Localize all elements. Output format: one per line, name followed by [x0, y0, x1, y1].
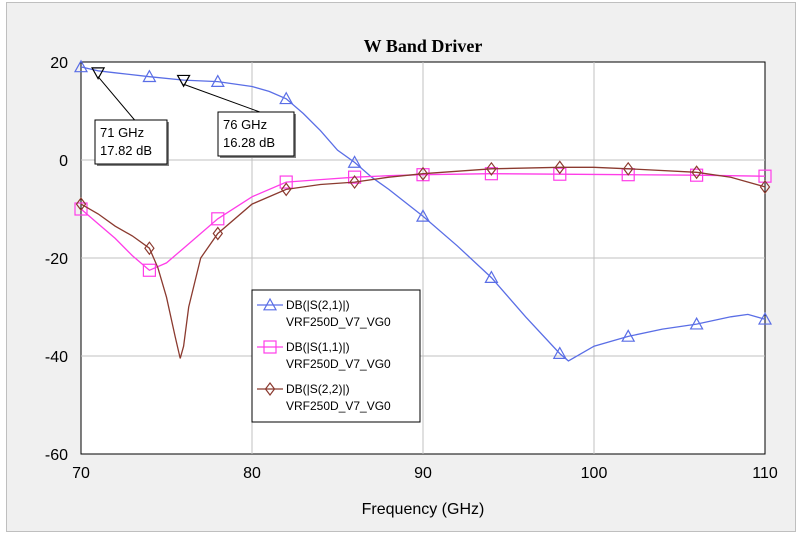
x-tick-label: 100: [581, 465, 608, 482]
data-point: [144, 241, 155, 256]
data-point: [417, 166, 429, 181]
marker-value: 17.82 dB: [100, 143, 152, 158]
data-point: [621, 329, 636, 342]
data-point: [757, 312, 773, 325]
legend-series-source: VRF250D_V7_VG0: [286, 357, 391, 371]
data-point: [758, 169, 772, 183]
legend-entry: DB(|S(2,1)|) VRF250D_V7_VG0: [257, 297, 391, 329]
data-point: [210, 74, 225, 88]
series-layer: [73, 59, 773, 362]
data-point: [553, 167, 567, 181]
legend-swatch-marker: [264, 382, 276, 396]
chart-title: W Band Driver: [364, 36, 483, 56]
data-point: [142, 263, 156, 277]
marker-value: 16.28 dB: [223, 135, 275, 150]
data-point: [552, 346, 567, 359]
marker-box: [217, 111, 295, 157]
data-point: [486, 161, 497, 176]
series-3: [75, 160, 771, 359]
data-point: [212, 226, 224, 241]
x-tick-label: 70: [72, 465, 90, 482]
data-point: [347, 155, 362, 168]
data-point: [75, 197, 87, 212]
data-point: [280, 182, 292, 197]
y-tick-label: -20: [45, 251, 68, 268]
x-axis-label: Frequency (GHz): [362, 501, 485, 518]
marker-leader: [97, 76, 135, 121]
data-point: [279, 175, 293, 189]
data-point: [622, 161, 634, 176]
data-point: [279, 91, 294, 105]
marker-callout: 76 GHz 16.28 dB: [176, 74, 296, 158]
data-point: [211, 212, 225, 226]
legend-series-source: VRF250D_V7_VG0: [286, 315, 391, 329]
data-point: [759, 179, 771, 194]
data-point: [689, 316, 704, 330]
data-point: [349, 175, 360, 190]
legend-series-source: VRF250D_V7_VG0: [286, 399, 391, 413]
marker-callout: 71 GHz 17.82 dB: [91, 67, 169, 166]
x-tick-label: 110: [752, 465, 778, 482]
x-tick-label: 90: [414, 465, 432, 482]
data-point: [415, 209, 431, 222]
legend-box: [251, 289, 421, 423]
data-point: [484, 270, 499, 283]
marker-box: [94, 119, 168, 165]
data-point: [691, 165, 702, 180]
x-tick-label: 80: [243, 465, 261, 482]
legend-swatch-marker: [262, 297, 278, 311]
legend-swatch-marker: [263, 340, 277, 354]
legend-series-name: DB(|S(2,1)|): [286, 298, 350, 312]
legend-entry: DB(|S(1,1)|) VRF250D_V7_VG0: [257, 340, 391, 371]
grid: [81, 62, 765, 454]
marker-frequency: 76 GHz: [223, 117, 267, 132]
marker-symbol: [91, 67, 106, 80]
y-tick-label: -60: [45, 447, 68, 464]
data-point: [73, 59, 89, 73]
marker-frequency: 71 GHz: [100, 125, 144, 140]
marker-leader: [183, 83, 260, 113]
data-point: [142, 69, 157, 83]
data-point: [484, 167, 498, 181]
marker-callouts: 71 GHz 17.82 dB 76 GHz 16.28 dB: [91, 67, 296, 166]
data-point: [554, 160, 566, 175]
legend-series-name: DB(|S(2,2)|): [286, 382, 350, 396]
data-point: [348, 170, 362, 184]
legend: DB(|S(2,1)|) VRF250D_V7_VG0 DB(|S(1,1)|) VR…: [251, 289, 421, 423]
marker-symbol: [176, 74, 191, 88]
y-tick-label: 0: [59, 153, 68, 170]
series-1: [73, 59, 773, 362]
tick-labels: 70 80 90 100 110 20 0 -20 -40 -60: [45, 55, 778, 482]
y-tick-label: 20: [50, 55, 68, 72]
data-point: [689, 168, 704, 182]
y-tick-label: -40: [45, 349, 68, 366]
series-line: [80, 66, 766, 362]
legend-entry: DB(|S(2,2)|) VRF250D_V7_VG0: [257, 382, 391, 413]
legend-series-name: DB(|S(1,1)|): [286, 340, 350, 354]
data-point: [74, 202, 88, 216]
